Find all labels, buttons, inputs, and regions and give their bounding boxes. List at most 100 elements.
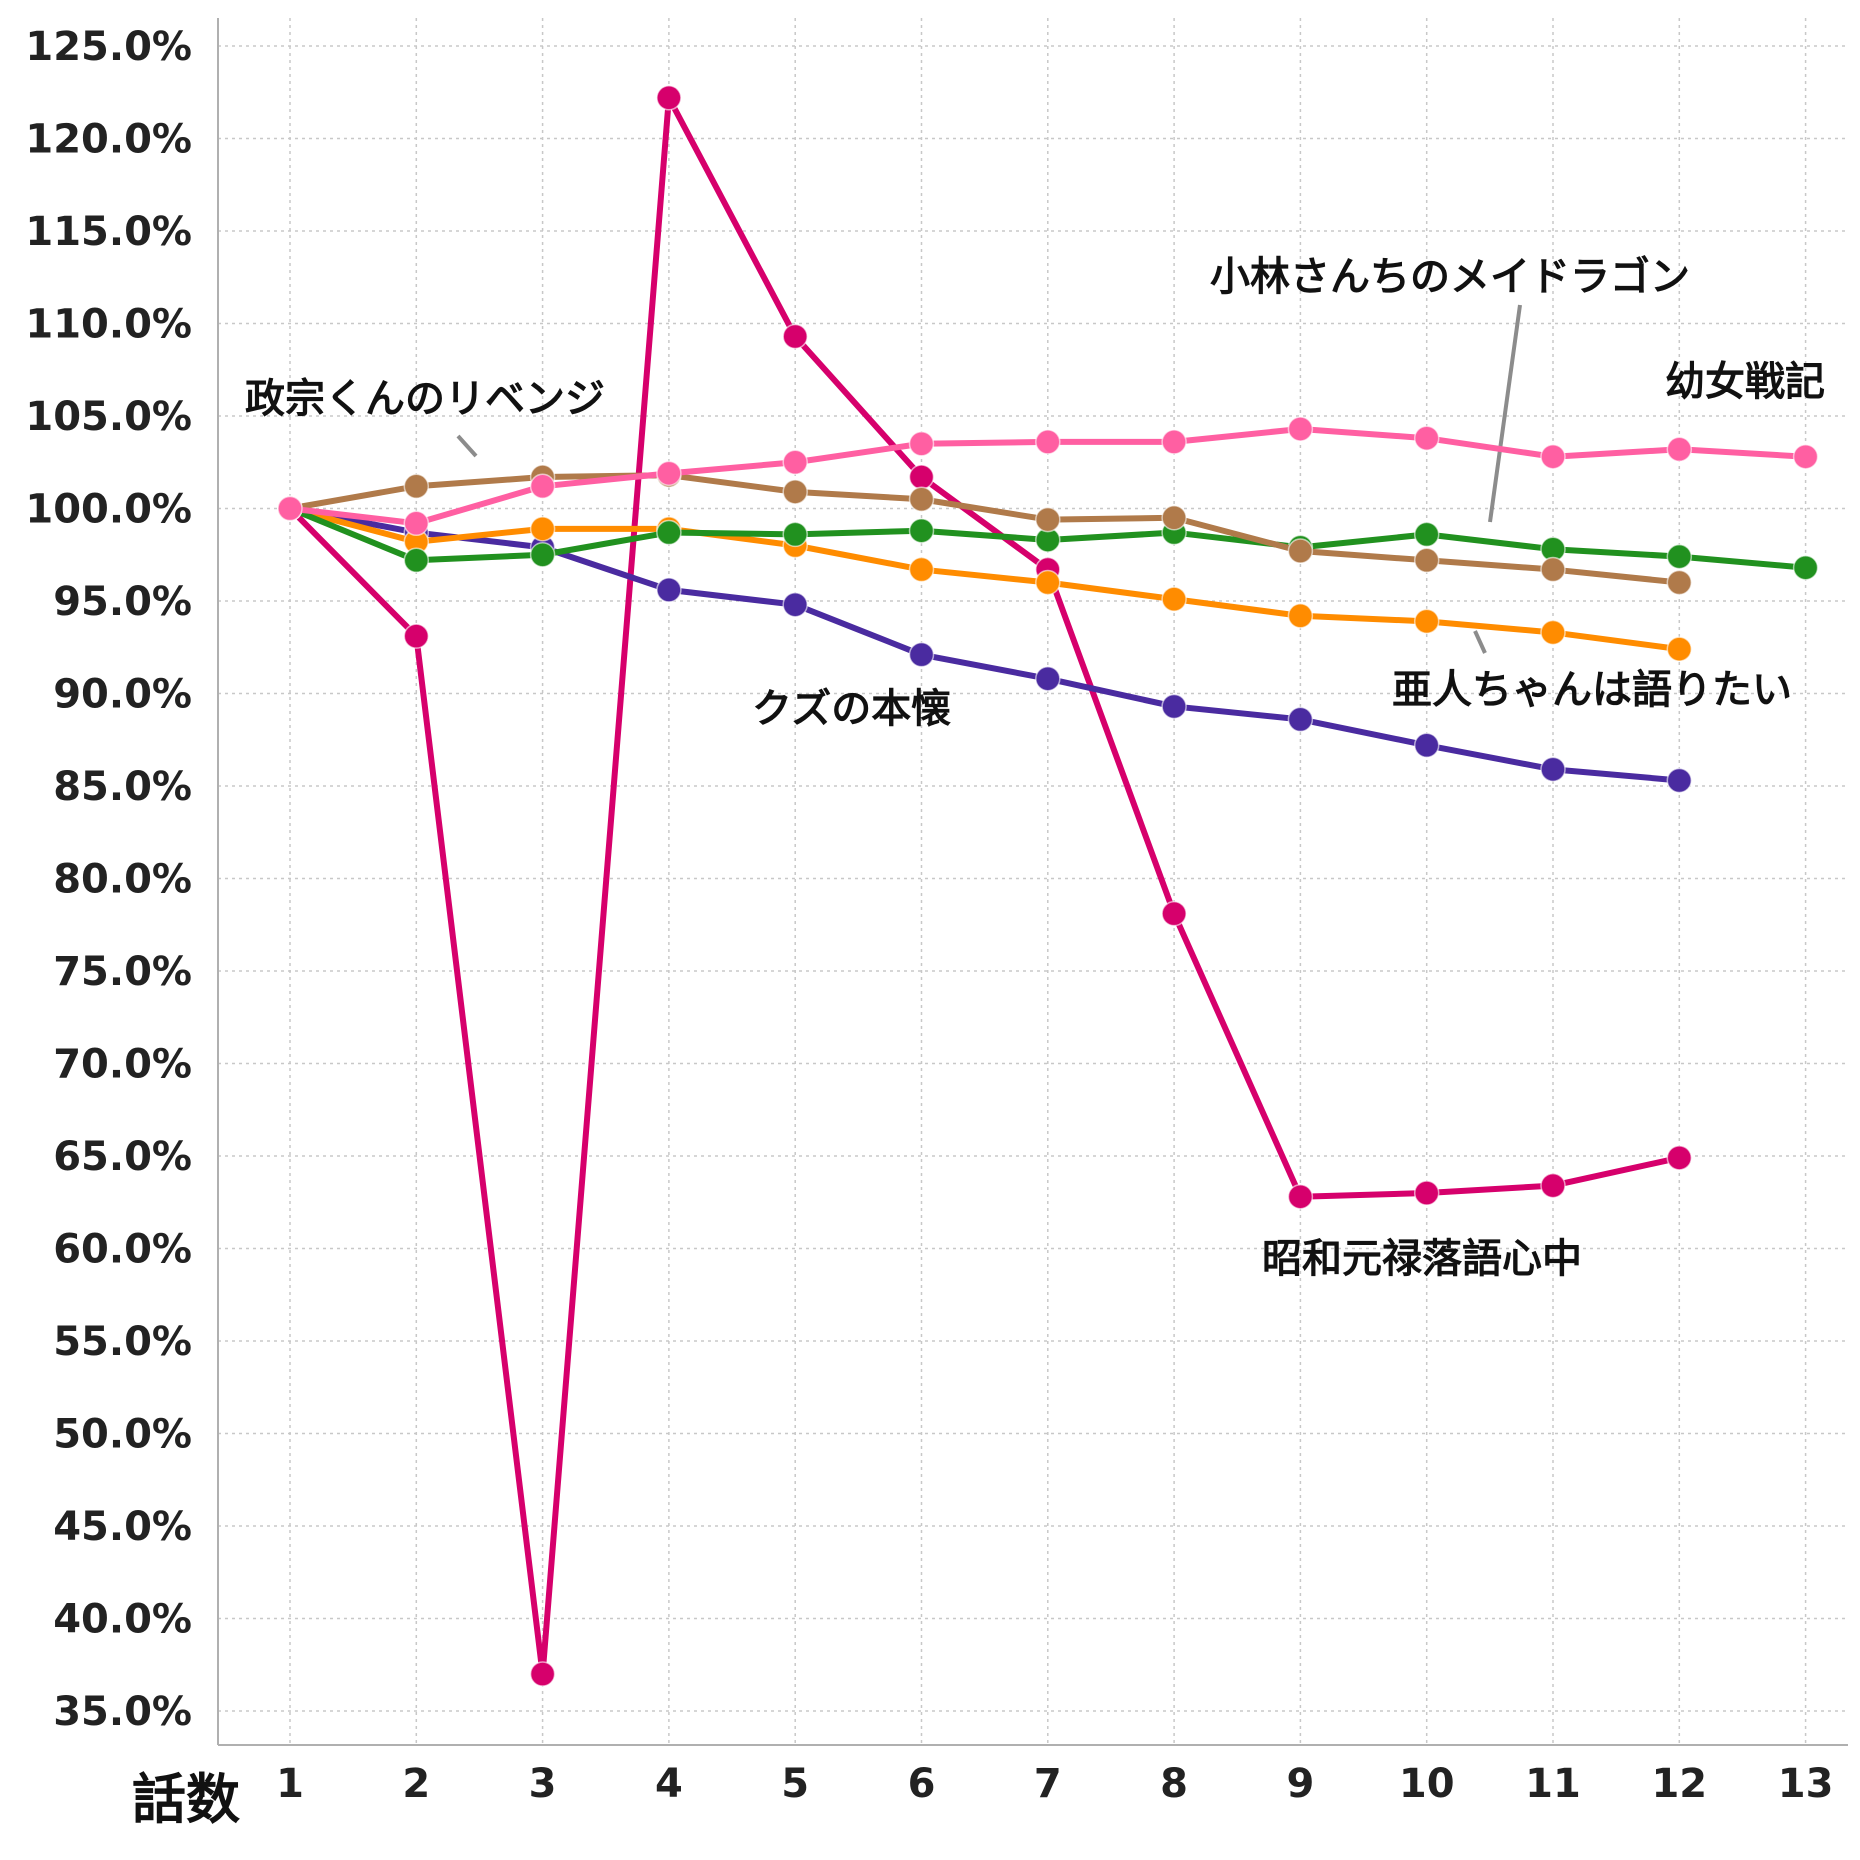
axis-layer: 35.0% 40.0% 45.0% 50.0% 55.0% 60.0% 65.0% 70.0%…	[25, 18, 1848, 1807]
y-tick-label: 90.0%	[53, 672, 192, 718]
y-tick-label: 70.0%	[53, 1042, 192, 1088]
data-point	[403, 510, 430, 537]
data-point	[1413, 521, 1440, 548]
x-tick-label: 10	[1399, 1761, 1455, 1807]
data-point	[1666, 636, 1693, 662]
data-point	[1666, 436, 1693, 463]
data-point	[1287, 706, 1314, 733]
y-tick-label: 60.0%	[53, 1227, 192, 1273]
series-label: 政宗くんのリベンジ	[245, 376, 605, 422]
y-tick-label: 75.0%	[53, 949, 192, 995]
data-point	[782, 323, 808, 350]
data-point	[403, 473, 430, 500]
y-tick-label: 110.0%	[25, 302, 192, 348]
data-point	[1287, 538, 1314, 564]
data-point	[1540, 619, 1566, 646]
data-point	[1161, 429, 1187, 455]
data-point	[1035, 506, 1061, 533]
series-label: 小林さんちのメイドラゴン	[1210, 254, 1690, 300]
y-tick-label: 80.0%	[53, 857, 192, 903]
data-point	[1792, 443, 1819, 470]
data-point	[1161, 900, 1187, 927]
series-layer	[277, 85, 1819, 1687]
data-point	[782, 479, 808, 505]
data-point	[1540, 443, 1566, 470]
data-point	[1035, 665, 1061, 692]
leader-lines	[456, 304, 1522, 654]
x-tick-label: 2	[402, 1761, 430, 1807]
x-tick-label: 9	[1286, 1761, 1314, 1807]
series-line	[289, 472, 1680, 586]
data-point	[656, 577, 682, 603]
data-point	[1413, 547, 1440, 574]
data-point	[1413, 732, 1440, 759]
x-tick-label: 13	[1778, 1761, 1834, 1807]
x-tick-label: 5	[781, 1761, 809, 1807]
data-point	[1792, 554, 1819, 581]
series-label: 幼女戦記	[1665, 359, 1825, 405]
x-tick-label: 1	[276, 1761, 304, 1807]
label-leader-line	[456, 434, 478, 458]
data-point	[1666, 1145, 1693, 1171]
series-line	[289, 505, 1680, 784]
data-point	[908, 431, 935, 457]
y-tick-label: 55.0%	[53, 1319, 192, 1365]
x-tick-label: 11	[1525, 1761, 1581, 1807]
data-point	[908, 464, 935, 490]
data-point	[782, 521, 808, 548]
x-tick-label: 4	[655, 1761, 683, 1807]
series-line	[287, 94, 1680, 1677]
x-tick-label: 8	[1160, 1761, 1188, 1807]
data-point	[908, 486, 935, 512]
x-tick-label: 6	[908, 1761, 936, 1807]
y-tick-label: 125.0%	[25, 24, 192, 70]
data-point	[908, 556, 935, 583]
series-label: クズの本懐	[752, 686, 951, 732]
data-point	[1287, 1183, 1314, 1210]
x-tick-label: 7	[1034, 1761, 1062, 1807]
y-tick-label: 50.0%	[53, 1412, 192, 1458]
series-0	[277, 85, 1693, 1687]
data-point	[1666, 767, 1693, 794]
data-point	[1161, 693, 1187, 720]
data-point	[656, 519, 682, 546]
data-point	[1161, 505, 1187, 531]
data-point	[1666, 543, 1693, 570]
data-point	[1287, 416, 1314, 442]
data-point	[403, 547, 430, 574]
series-5	[277, 416, 1819, 537]
data-point	[529, 542, 556, 568]
x-axis-title: 話数	[132, 1768, 240, 1831]
data-point	[656, 85, 682, 111]
y-tick-label: 105.0%	[25, 394, 192, 440]
data-point	[529, 1661, 556, 1687]
x-tick-label: 12	[1651, 1761, 1707, 1807]
data-point	[1413, 1180, 1440, 1206]
y-tick-label: 35.0%	[53, 1689, 192, 1735]
data-point	[1540, 756, 1566, 783]
x-tick-label: 3	[529, 1761, 557, 1807]
data-point	[1035, 569, 1061, 596]
y-tick-label: 95.0%	[53, 579, 192, 625]
label-leader-line	[1473, 630, 1487, 654]
y-tick-label: 120.0%	[25, 117, 192, 163]
data-point	[782, 591, 808, 618]
data-point	[1540, 1172, 1566, 1199]
y-tick-label: 115.0%	[25, 209, 192, 255]
grid-layer	[218, 18, 1848, 1745]
data-point	[403, 623, 430, 649]
y-tick-label: 65.0%	[53, 1134, 192, 1180]
y-tick-label: 45.0%	[53, 1504, 192, 1550]
data-point	[908, 641, 935, 668]
data-point	[1666, 569, 1693, 596]
y-tick-label: 40.0%	[53, 1597, 192, 1643]
data-point	[277, 495, 303, 522]
series-label: 亜人ちゃんは語りたい	[1392, 667, 1792, 713]
data-point	[529, 516, 556, 542]
data-point	[1413, 608, 1440, 635]
data-point	[1161, 586, 1187, 612]
data-point	[1035, 429, 1061, 455]
data-point	[656, 460, 682, 487]
